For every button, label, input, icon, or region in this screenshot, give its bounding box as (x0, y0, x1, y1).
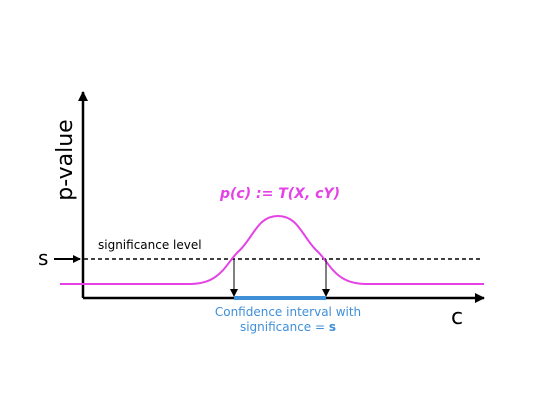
significance-level-label: significance level (98, 238, 202, 252)
interval-caption-line1: Confidence interval with (215, 305, 361, 319)
threshold-label: s (38, 246, 48, 270)
p-value-curve (60, 214, 484, 285)
interval-caption-prefix: significance = (240, 320, 329, 334)
x-axis-label: c (451, 305, 463, 330)
interval-caption-bold: s (329, 320, 336, 334)
curve-label: p(c) := T(X, cY) (219, 186, 340, 202)
interval-caption-line2: significance = s (240, 320, 336, 334)
y-axis-label: p-value (53, 119, 78, 200)
